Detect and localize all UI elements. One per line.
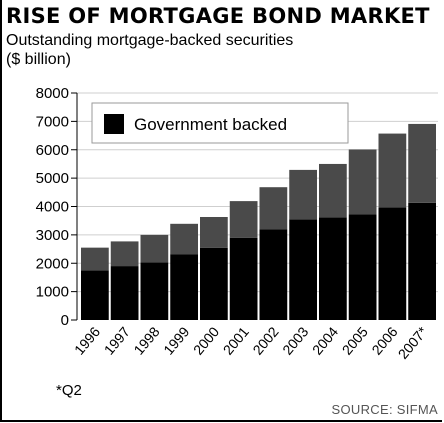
bar-government-backed [200,247,228,320]
x-tick-label: 2007* [395,323,431,362]
bar-government-backed [81,270,109,320]
bar-other [81,247,109,271]
x-tick-label: 1997 [101,323,133,357]
bar-other [140,234,169,263]
y-tick-label: 5000 [36,170,69,187]
source-credit: SOURCE: SIFMA [331,402,438,417]
x-tick-label: 2005 [339,323,371,357]
subtitle-line-2: ($ billion) [6,51,71,68]
chart-title: RISE OF MORTGAGE BOND MARKET [6,4,430,28]
footnote: *Q2 [56,382,82,399]
bar-government-backed [378,207,407,320]
bar-government-backed [348,214,377,320]
y-tick-label: 0 [61,312,69,329]
x-tick-label: 2002 [249,323,281,357]
bar-other [200,216,228,248]
bar-other [319,163,347,218]
y-tick-label: 4000 [36,199,69,216]
bar-other [229,201,258,238]
bar-government-backed [408,202,436,320]
y-tick-label: 3000 [36,227,69,244]
bar-government-backed [319,217,347,320]
legend-swatch-government-backed [104,114,124,134]
bar-other [378,133,407,208]
x-tick-label: 2004 [309,323,341,357]
y-tick-label: 8000 [36,85,69,102]
bar-other [289,169,317,220]
legend-box [91,102,349,144]
subtitle-line-1: Outstanding mortgage-backed securities [6,32,294,49]
bar-other [348,149,377,215]
bar-government-backed [289,219,317,320]
y-tick-label: 6000 [36,142,69,159]
x-tick-label: 1996 [71,323,103,357]
x-tick-label: 1998 [130,323,162,357]
chart-subtitle: Outstanding mortgage-backed securities (… [6,31,436,69]
y-tick-label: 2000 [36,255,69,272]
x-tick-label: 2001 [220,323,252,357]
x-tick-label: 2000 [190,323,222,357]
x-tick-label: 2003 [279,323,311,357]
y-tick-label: 1000 [36,284,69,301]
bar-government-backed [140,262,169,320]
bar-other [110,241,139,267]
bar-government-backed [110,266,139,320]
bar-other [259,187,288,230]
bar-government-backed [229,237,258,320]
bar-other [170,223,198,255]
x-tick-label: 1999 [160,323,192,357]
bar-government-backed [170,254,198,320]
legend-label-government-backed: Government backed [134,115,287,134]
y-tick-label: 7000 [36,113,69,130]
bar-government-backed [259,229,288,320]
bar-other [408,123,436,203]
